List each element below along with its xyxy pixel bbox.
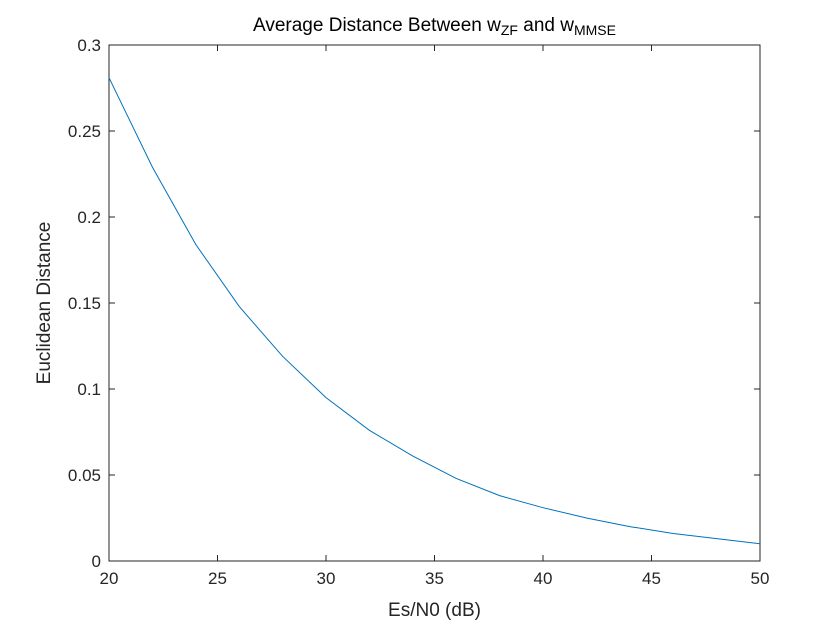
x-tick-label: 20 — [100, 569, 119, 588]
title-text: and w — [518, 15, 574, 36]
y-tick-label: 0 — [92, 552, 101, 571]
y-tick-label: 0.25 — [68, 122, 101, 141]
axis-ticks — [108, 44, 761, 562]
y-tick-label: 0.2 — [77, 208, 101, 227]
axis-tick-labels: 20 25 30 35 40 45 50 0 0.05 0.1 0.15 0.2 0.25 0.3 — [68, 36, 770, 588]
plot-area — [108, 44, 761, 562]
title-text: Average Distance Between w — [253, 15, 501, 36]
x-tick-label: 25 — [208, 569, 227, 588]
series-line — [108, 77, 761, 545]
y-tick-label: 0.3 — [77, 36, 101, 55]
x-tick-label: 50 — [751, 569, 770, 588]
y-tick-label: 0.05 — [68, 466, 101, 485]
title-subscript: ZF — [501, 22, 518, 38]
x-tick-label: 40 — [534, 569, 553, 588]
title-subscript: MMSE — [574, 22, 616, 38]
y-axis-label: Euclidean Distance — [34, 222, 55, 385]
x-tick-label: 35 — [425, 569, 444, 588]
x-axis-label: Es/N0 (dB) — [388, 600, 481, 621]
x-tick-label: 45 — [642, 569, 661, 588]
y-tick-label: 0.15 — [68, 294, 101, 313]
y-tick-label: 0.1 — [77, 380, 101, 399]
x-tick-label: 30 — [317, 569, 336, 588]
chart-title: Average Distance Between wZF and wMMSE — [253, 15, 616, 38]
